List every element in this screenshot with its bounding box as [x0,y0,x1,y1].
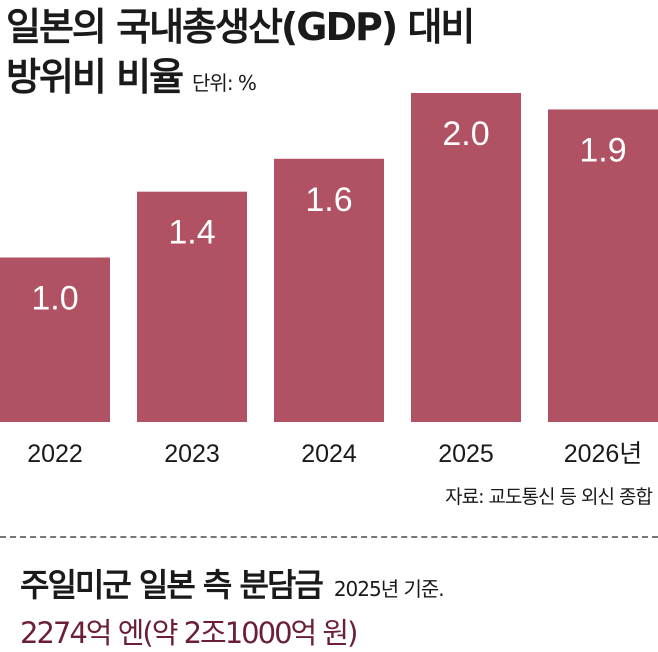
value-label: 1.9 [579,131,626,169]
bar-chart: 1.0 2022 1.4 2023 1.6 2024 2.0 2025 1.9 2026년 [0,93,658,468]
value-label: 2.0 [442,115,489,153]
chart-title-line2: 방위비 비율 단위: % [6,55,257,99]
footer-amount: 2274억 엔(약 2조1000억 원) [20,616,358,650]
value-label: 1.0 [31,280,78,318]
value-label: 1.4 [168,214,215,252]
bar-2026년 [548,109,658,422]
dashed-divider [0,536,658,538]
footer-heading: 주일미군 일본 측 분담금 2025년 기준. [20,560,445,606]
category-label: 2025 [438,440,494,468]
category-label: 2022 [27,440,83,468]
chart-title-text: 방위비 비율 [6,55,184,99]
bar-2023 [137,191,247,422]
category-label: 2023 [164,440,220,468]
bar-2022 [0,257,110,422]
chart-title-line1: 일본의 국내총생산(GDP) 대비 [6,5,475,49]
source-note: 자료: 교도통신 등 외신 종합 [445,486,653,508]
bar-2024 [274,158,384,423]
category-label: 2024 [301,440,357,468]
footer-note: 2025년 기준. [333,577,445,601]
value-label: 1.6 [305,181,352,219]
footer-heading-text: 주일미군 일본 측 분담금 [20,566,324,604]
bar-2025 [411,93,521,422]
unit-label: 단위: % [192,71,257,95]
category-label: 2026년 [564,440,643,468]
